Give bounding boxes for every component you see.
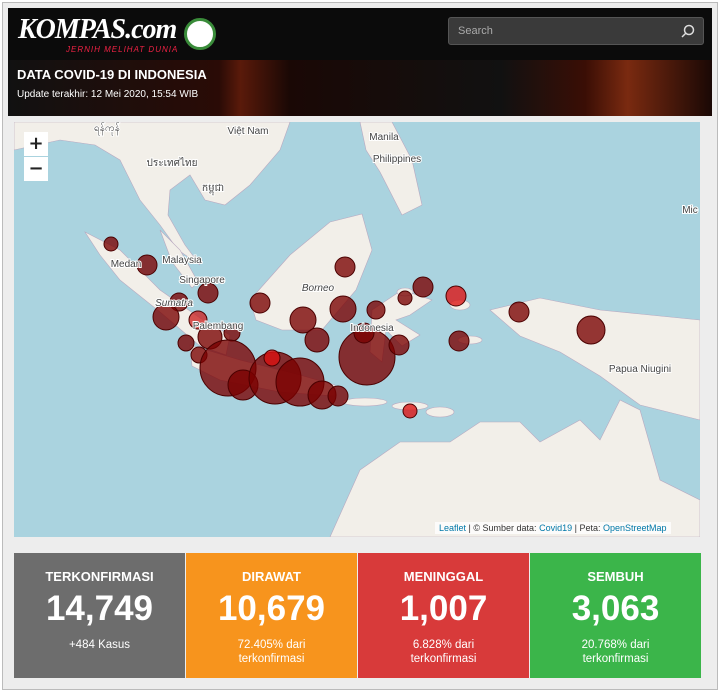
map-label: Sumatra [155,298,193,309]
zoom-in[interactable]: + [24,132,48,156]
map-label: Indonesia [350,323,394,334]
map-label: Medan [111,259,142,270]
stat-title: TERKONFIRMASI [45,569,154,584]
leaflet-link[interactable]: Leaflet [439,523,467,533]
map-prefix: | Peta: [574,523,601,533]
map-label: Borneo [302,283,335,294]
map[interactable]: ရန်ကုန် Việt Nam Manila Philippines ประเทศไท… [14,122,700,537]
source-prefix: | © Sumber data: [468,523,537,533]
stat-title: DIRAWAT [242,569,301,584]
search-box[interactable]: Search [448,17,704,45]
stat-card: DIRAWAT 10,679 72.405% dari terkonfirmasi [186,553,357,678]
map-label: Palembang [193,321,244,332]
update-time: Update terakhir: 12 Mei 2020, 15:54 WIB [17,89,199,100]
stat-card: SEMBUH 3,063 20.768% dari terkonfirmasi [530,553,701,678]
stat-value: 14,749 [45,589,154,628]
stat-card: MENINGGAL 1,007 6.828% dari terkonfirmasi [358,553,529,678]
stat-card: TERKONFIRMASI 14,749 +484 Kasus [14,553,185,678]
attribution: Leaflet | © Sumber data: Covid19 | Peta:… [435,522,671,534]
stat-note: 20.768% dari terkonfirmasi [581,639,650,665]
map-label: Việt Nam [228,126,269,137]
logo[interactable]: KOMPAS.com [18,14,177,45]
stat-value: 1,007 [399,589,488,628]
map-label: ရန်ကုန် [94,122,120,136]
map-label: Papua Niugini [609,364,671,375]
map-label: Manila [369,132,399,143]
stat-title: SEMBUH [587,569,644,584]
map-link[interactable]: OpenStreetMap [603,523,667,533]
map-label: Mic [682,205,698,216]
source-link[interactable]: Covid19 [539,523,573,533]
header-banner [8,60,712,116]
map-label: Malaysia [162,255,202,266]
map-label: Philippines [373,154,421,165]
search-icon[interactable] [681,24,695,38]
zoom-out[interactable]: − [24,157,48,181]
page-title: DATA COVID-19 DI INDONESIA [17,67,207,82]
stat-value: 10,679 [217,589,326,628]
map-label: កម្ពុជា [202,183,224,196]
stat-title: MENINGGAL [403,569,484,584]
map-label: ประเทศไทย [147,157,198,169]
header: KOMPAS.com JERNIH MELIHAT DUNIA Search D… [8,8,712,116]
stat-note: +484 Kasus [68,639,131,651]
case-circles [103,236,606,419]
search-placeholder: Search [458,25,493,37]
stat-note: 6.828% dari terkonfirmasi [410,639,477,665]
map-label: Singapore [179,275,225,286]
stat-value: 3,063 [571,589,660,628]
badge [184,18,216,50]
tagline: JERNIH MELIHAT DUNIA [66,45,179,54]
stat-note: 72.405% dari terkonfirmasi [237,639,306,665]
